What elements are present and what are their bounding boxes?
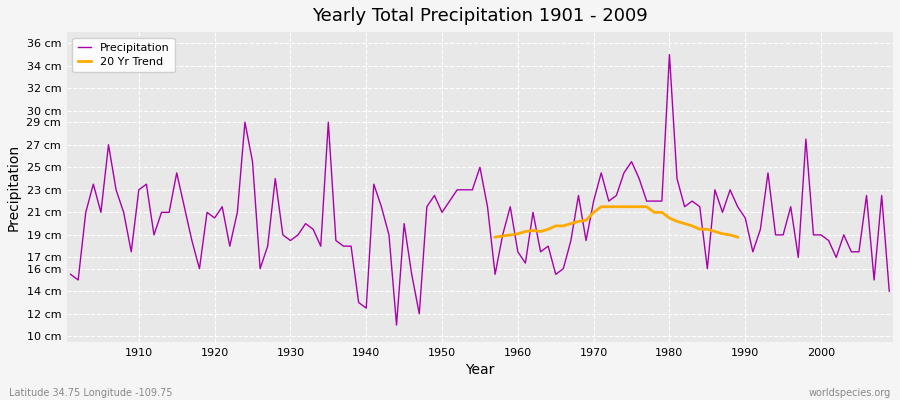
20 Yr Trend xyxy=(724,232,735,237)
Precipitation xyxy=(338,244,349,248)
Precipitation xyxy=(664,52,675,57)
20 Yr Trend xyxy=(589,210,599,215)
20 Yr Trend xyxy=(565,221,576,226)
Precipitation xyxy=(611,193,622,198)
Text: Latitude 34.75 Longitude -109.75: Latitude 34.75 Longitude -109.75 xyxy=(9,388,173,398)
Precipitation xyxy=(65,272,76,277)
Y-axis label: Precipitation: Precipitation xyxy=(7,144,21,230)
20 Yr Trend xyxy=(626,204,637,209)
20 Yr Trend xyxy=(618,204,629,209)
Precipitation xyxy=(292,232,303,237)
Legend: Precipitation, 20 Yr Trend: Precipitation, 20 Yr Trend xyxy=(72,38,176,72)
20 Yr Trend xyxy=(543,227,553,232)
Precipitation xyxy=(512,249,523,254)
20 Yr Trend xyxy=(580,218,591,223)
20 Yr Trend xyxy=(671,219,682,224)
Title: Yearly Total Precipitation 1901 - 2009: Yearly Total Precipitation 1901 - 2009 xyxy=(312,7,648,25)
20 Yr Trend xyxy=(642,204,652,209)
20 Yr Trend xyxy=(573,219,584,224)
20 Yr Trend xyxy=(664,216,675,220)
20 Yr Trend xyxy=(512,231,523,236)
20 Yr Trend xyxy=(680,221,690,226)
Line: Precipitation: Precipitation xyxy=(70,54,889,325)
20 Yr Trend xyxy=(505,232,516,237)
Text: worldspecies.org: worldspecies.org xyxy=(809,388,891,398)
20 Yr Trend xyxy=(596,204,607,209)
20 Yr Trend xyxy=(656,210,667,215)
20 Yr Trend xyxy=(695,227,706,232)
20 Yr Trend xyxy=(558,224,569,228)
20 Yr Trend xyxy=(717,231,728,236)
20 Yr Trend xyxy=(527,228,538,233)
20 Yr Trend xyxy=(687,224,698,228)
20 Yr Trend xyxy=(733,235,743,240)
20 Yr Trend xyxy=(649,210,660,215)
20 Yr Trend xyxy=(603,204,614,209)
20 Yr Trend xyxy=(550,224,561,228)
Precipitation xyxy=(392,323,402,328)
20 Yr Trend xyxy=(702,227,713,232)
20 Yr Trend xyxy=(490,235,500,240)
20 Yr Trend xyxy=(498,234,508,238)
20 Yr Trend xyxy=(634,204,644,209)
20 Yr Trend xyxy=(611,204,622,209)
20 Yr Trend xyxy=(709,229,720,234)
Precipitation xyxy=(520,261,531,266)
Precipitation xyxy=(884,289,895,294)
Precipitation xyxy=(126,249,137,254)
20 Yr Trend xyxy=(520,229,531,234)
X-axis label: Year: Year xyxy=(465,363,495,377)
Line: 20 Yr Trend: 20 Yr Trend xyxy=(495,207,738,237)
20 Yr Trend xyxy=(536,229,546,234)
